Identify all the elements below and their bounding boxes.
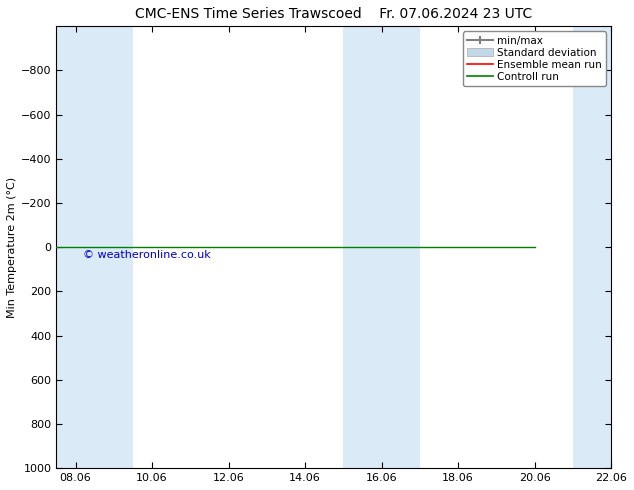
Title: CMC-ENS Time Series Trawscoed    Fr. 07.06.2024 23 UTC: CMC-ENS Time Series Trawscoed Fr. 07.06.… <box>135 7 533 21</box>
Legend: min/max, Standard deviation, Ensemble mean run, Controll run: min/max, Standard deviation, Ensemble me… <box>463 31 606 86</box>
Bar <box>573 26 611 468</box>
Bar <box>344 26 420 468</box>
Y-axis label: Min Temperature 2m (°C): Min Temperature 2m (°C) <box>7 177 17 318</box>
Text: © weatheronline.co.uk: © weatheronline.co.uk <box>83 250 211 260</box>
Bar <box>56 26 133 468</box>
